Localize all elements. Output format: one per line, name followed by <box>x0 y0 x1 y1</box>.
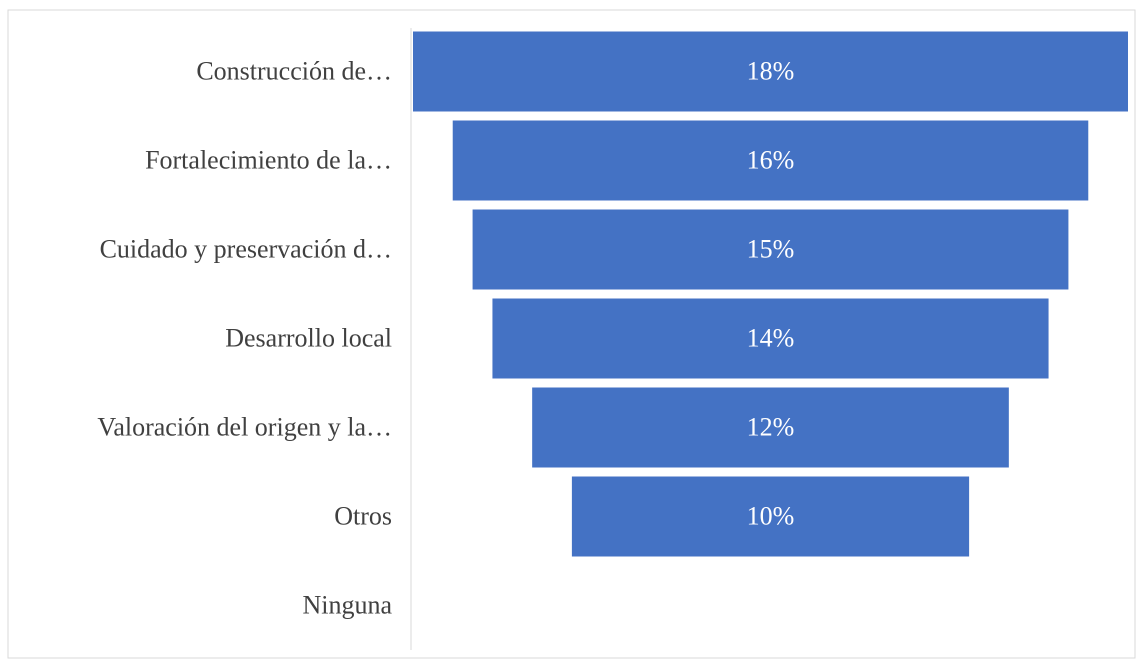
category-label: Desarrollo local <box>225 323 392 352</box>
data-label: 16% <box>747 145 795 174</box>
data-label: 14% <box>747 323 795 352</box>
funnel-bar <box>413 31 1128 112</box>
category-label: Valoración del origen y la… <box>97 412 392 441</box>
category-label: Construcción de… <box>196 56 392 85</box>
funnel-bar <box>571 476 970 557</box>
category-label: Ninguna <box>302 590 392 619</box>
category-label: Otros <box>334 501 392 530</box>
category-label: Fortalecimiento de la… <box>145 145 392 174</box>
funnel-bar <box>452 120 1089 201</box>
funnel-bar <box>472 209 1069 290</box>
data-label: 10% <box>747 501 795 530</box>
chart-frame <box>7 9 1136 659</box>
data-label: 15% <box>747 234 795 263</box>
category-label: Cuidado y preservación d… <box>100 234 392 263</box>
funnel-bar <box>492 298 1049 379</box>
funnel-bar <box>532 387 1009 468</box>
data-label: 12% <box>747 412 795 441</box>
data-label: 18% <box>747 56 795 85</box>
